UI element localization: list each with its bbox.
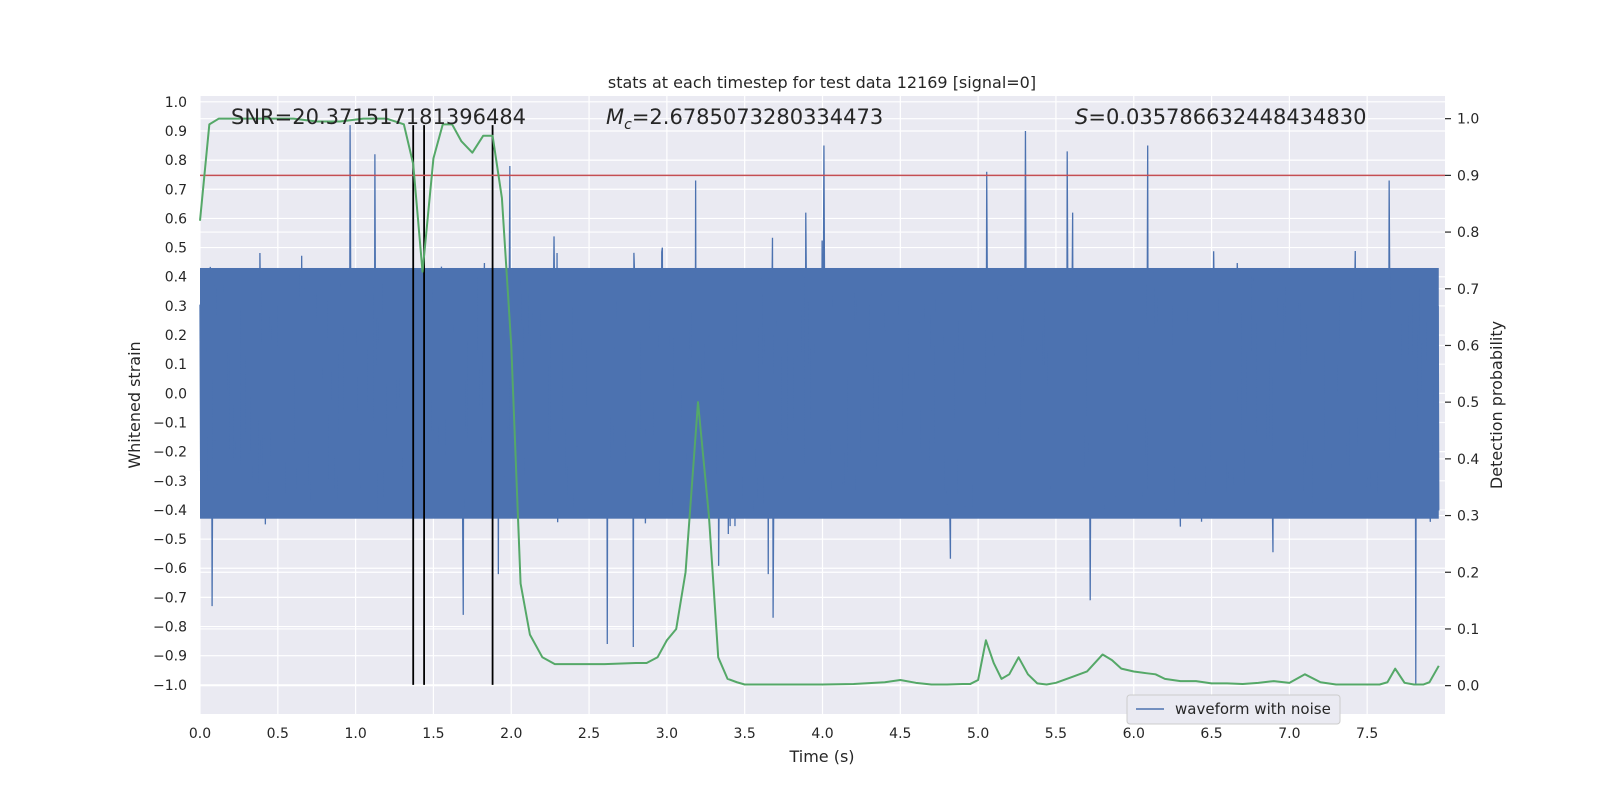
- y-tick-label-left: −0.5: [153, 532, 187, 548]
- y-tick-label-right: 0.9: [1457, 168, 1479, 184]
- y-axis-label-left: Whitened strain: [125, 341, 144, 468]
- waveform-series: [199, 125, 1440, 685]
- y-tick-label-left: −0.1: [153, 415, 187, 431]
- y-tick-label-left: 0.7: [165, 182, 187, 198]
- y-tick-label-left: −0.7: [153, 590, 187, 606]
- y-tick-label-right: 0.7: [1457, 282, 1479, 298]
- x-tick-label: 3.5: [734, 726, 756, 742]
- x-axis-label: Time (s): [788, 747, 854, 766]
- y-tick-label-left: 0.6: [165, 211, 187, 227]
- y-tick-label-left: 1.0: [165, 95, 187, 111]
- mc-value: =2.6785073280334473: [632, 105, 883, 129]
- y-tick-label-left: −0.4: [153, 503, 187, 519]
- x-tick-label: 7.0: [1278, 726, 1300, 742]
- x-tick-label: 4.5: [889, 726, 911, 742]
- x-tick-label: 1.5: [422, 726, 444, 742]
- y-tick-label-right: 0.3: [1457, 509, 1479, 525]
- y-tick-label-right: 0.1: [1457, 622, 1479, 638]
- y-tick-label-left: 0.8: [165, 153, 187, 169]
- y-tick-label-right: 0.2: [1457, 565, 1479, 581]
- x-tick-label: 3.0: [656, 726, 678, 742]
- x-tick-label: 4.0: [811, 726, 833, 742]
- x-tick-label: 6.0: [1123, 726, 1145, 742]
- vertical-markers: [412, 125, 494, 685]
- y-tick-label-left: 0.3: [165, 299, 187, 315]
- y-tick-label-right: 0.5: [1457, 395, 1479, 411]
- s-annotation: S=0.035786632448434830: [1075, 105, 1366, 129]
- mc-subscript: c: [624, 117, 632, 133]
- waveform-line: [199, 125, 1440, 685]
- y-tick-label-left: 0.1: [165, 357, 187, 373]
- mc-annotation: Mc=2.6785073280334473: [606, 105, 883, 133]
- y-tick-label-left: 0.2: [165, 328, 187, 344]
- y-tick-label-right: 0.6: [1457, 338, 1479, 354]
- y-axis-label-right: Detection probability: [1487, 321, 1506, 489]
- probability-series: [199, 117, 1440, 686]
- y-tick-label-left: −0.2: [153, 445, 187, 461]
- y-tick-label-left: −0.8: [153, 620, 187, 636]
- y-tick-label-left: −1.0: [153, 678, 187, 694]
- s-symbol: S: [1075, 105, 1088, 129]
- y-tick-label-left: −0.9: [153, 649, 187, 665]
- legend-label: waveform with noise: [1175, 700, 1331, 718]
- tick-labels: 0.0 0.5 1.0 1.5 2.0 2.5 3.0 3.5 4.0 4.5 5.0 5.5 6.0 6…: [153, 95, 1479, 742]
- legend: waveform with noise: [1126, 694, 1341, 725]
- mc-symbol: M: [606, 105, 624, 129]
- y-tick-label-left: 0.0: [165, 386, 187, 402]
- x-tick-label: 5.0: [967, 726, 989, 742]
- x-tick-label: 2.0: [500, 726, 522, 742]
- y-tick-label-left: 0.4: [165, 270, 187, 286]
- probability-line: [199, 117, 1440, 686]
- y-tick-label-right: 0.4: [1457, 452, 1479, 468]
- y-tick-label-left: −0.3: [153, 474, 187, 490]
- x-tick-label: 6.5: [1200, 726, 1222, 742]
- x-tick-label: 1.0: [344, 726, 366, 742]
- x-tick-label: 2.5: [578, 726, 600, 742]
- snr-annotation: SNR=20.371517181396484: [231, 105, 526, 129]
- x-tick-label: 5.5: [1045, 726, 1067, 742]
- y-tick-label-right: 0.0: [1457, 679, 1479, 695]
- s-value: =0.035786632448434830: [1088, 105, 1366, 129]
- x-tick-label: 7.5: [1356, 726, 1378, 742]
- y-tick-label-left: 0.9: [165, 124, 187, 140]
- x-tick-label: 0.5: [267, 726, 289, 742]
- chart-title: stats at each timestep for test data 121…: [608, 73, 1036, 92]
- y-tick-label-left: 0.5: [165, 241, 187, 257]
- y-tick-label-left: −0.6: [153, 561, 187, 577]
- legend-box: [1126, 694, 1341, 725]
- y-tick-label-right: 0.8: [1457, 225, 1479, 241]
- y-tick-label-right: 1.0: [1457, 112, 1479, 128]
- x-tick-label: 0.0: [189, 726, 211, 742]
